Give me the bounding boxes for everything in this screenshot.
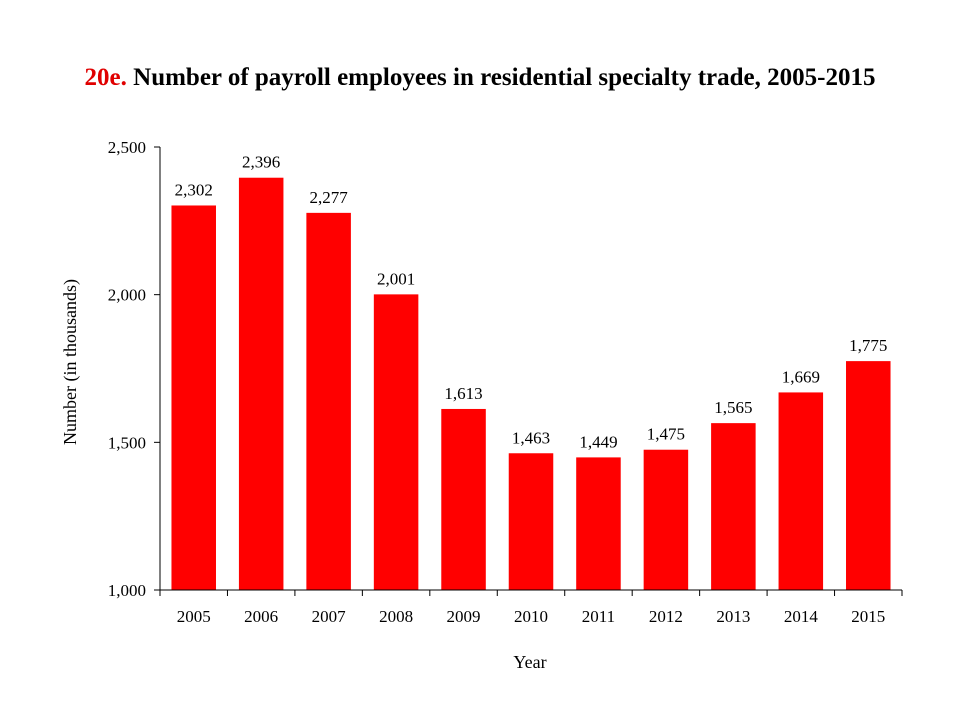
x-tick-label-2005: 2005 bbox=[177, 607, 211, 626]
axes-group bbox=[159, 147, 902, 591]
x-tick-label-2011: 2011 bbox=[582, 607, 615, 626]
bar-2015 bbox=[846, 361, 891, 590]
y-tick-label-1000: 1,000 bbox=[108, 581, 146, 600]
x-tick-label-2012: 2012 bbox=[649, 607, 683, 626]
y-tick-label-2500: 2,500 bbox=[108, 138, 146, 157]
bar-2014 bbox=[778, 392, 824, 590]
value-labels-group: 2,302 2,396 2,277 2,001 1,613 1,463 1,449 1,475… bbox=[175, 153, 888, 452]
bar-2011 bbox=[576, 457, 621, 590]
y-tick-label-1500: 1,500 bbox=[108, 433, 146, 452]
x-ticks-group: 2005 2006 2007 2008 2009 2010 2011 2012 2013 2014… bbox=[159, 590, 903, 626]
x-tick-label-2015: 2015 bbox=[851, 607, 885, 626]
value-label-2007: 2,277 bbox=[310, 188, 349, 207]
x-tick-label-2014: 2014 bbox=[784, 607, 819, 626]
chart-title-number: 20e. bbox=[84, 64, 127, 91]
value-label-2006: 2,396 bbox=[242, 153, 280, 172]
bar-2010 bbox=[508, 453, 554, 590]
chart-title-text: Number of payroll employees in residenti… bbox=[133, 64, 876, 91]
y-tick-label-2000: 2,000 bbox=[108, 286, 146, 305]
bar-2013 bbox=[711, 423, 756, 590]
bar-2008 bbox=[373, 294, 419, 590]
x-tick-label-2008: 2008 bbox=[379, 607, 413, 626]
x-tick-label-2013: 2013 bbox=[716, 607, 750, 626]
x-tick-label-2010: 2010 bbox=[514, 607, 548, 626]
value-label-2015: 1,775 bbox=[849, 336, 887, 355]
x-tick-label-2007: 2007 bbox=[312, 607, 347, 626]
value-label-2010: 1,463 bbox=[512, 428, 550, 447]
value-label-2014: 1,669 bbox=[782, 367, 820, 386]
bar-2005 bbox=[171, 205, 216, 590]
y-axis-label: Number (in thousands) bbox=[60, 279, 81, 445]
value-label-2013: 1,565 bbox=[714, 398, 752, 417]
bars-group bbox=[171, 177, 891, 591]
bar-2007 bbox=[306, 212, 351, 591]
x-axis-label: Year bbox=[513, 652, 546, 672]
y-ticks-group: 1,000 1,500 2,000 2,500 bbox=[108, 138, 160, 600]
value-label-2012: 1,475 bbox=[647, 425, 685, 444]
bar-2009 bbox=[441, 408, 486, 590]
x-tick-label-2009: 2009 bbox=[447, 607, 481, 626]
bar-2012 bbox=[643, 449, 689, 590]
bar-2006 bbox=[238, 177, 284, 590]
value-label-2008: 2,001 bbox=[377, 269, 415, 288]
value-label-2009: 1,613 bbox=[444, 384, 482, 403]
x-tick-label-2006: 2006 bbox=[244, 607, 278, 626]
value-label-2005: 2,302 bbox=[175, 180, 213, 199]
chart-title: 20e. Number of payroll employees in resi… bbox=[0, 64, 960, 92]
value-label-2011: 1,449 bbox=[579, 432, 617, 451]
